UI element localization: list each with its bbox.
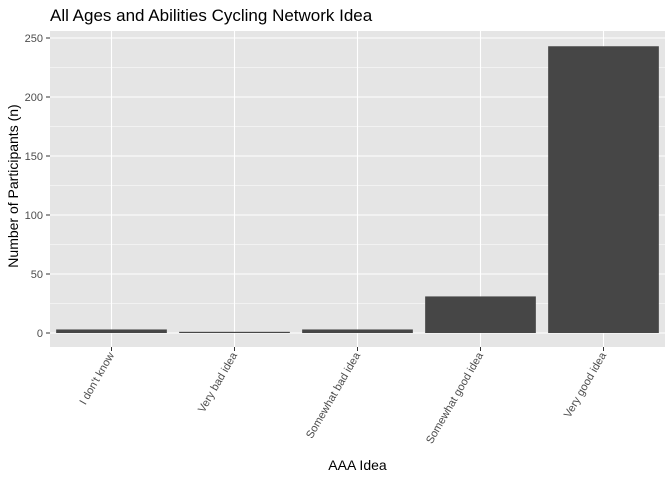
y-tick-label: 200 xyxy=(25,92,43,104)
bar xyxy=(425,296,536,333)
bar xyxy=(302,329,413,333)
bar xyxy=(179,331,290,333)
y-tick-label: 250 xyxy=(25,33,43,45)
x-tick-label: Very good idea xyxy=(562,350,610,420)
y-tick-label: 50 xyxy=(31,269,43,281)
bar xyxy=(548,46,659,333)
y-tick-label: 150 xyxy=(25,151,43,163)
x-axis-title: AAA Idea xyxy=(328,457,387,473)
chart-title: All Ages and Abilities Cycling Network I… xyxy=(50,6,373,25)
y-axis-ticks: 0 50 100 150 200 250 xyxy=(25,33,50,340)
x-tick-label: Somewhat good idea xyxy=(424,350,487,446)
bar xyxy=(56,329,167,333)
bars xyxy=(56,46,659,333)
x-axis-ticks: I don't know Very bad idea Somewhat bad id… xyxy=(78,347,610,446)
y-tick-label: 0 xyxy=(37,328,43,340)
x-tick-label: I don't know xyxy=(78,350,118,407)
x-tick-label: Very bad idea xyxy=(196,350,240,415)
y-axis-title: Number of Participants (n) xyxy=(5,104,21,267)
y-tick-label: 100 xyxy=(25,210,43,222)
x-tick-label: Somewhat bad idea xyxy=(304,350,363,441)
